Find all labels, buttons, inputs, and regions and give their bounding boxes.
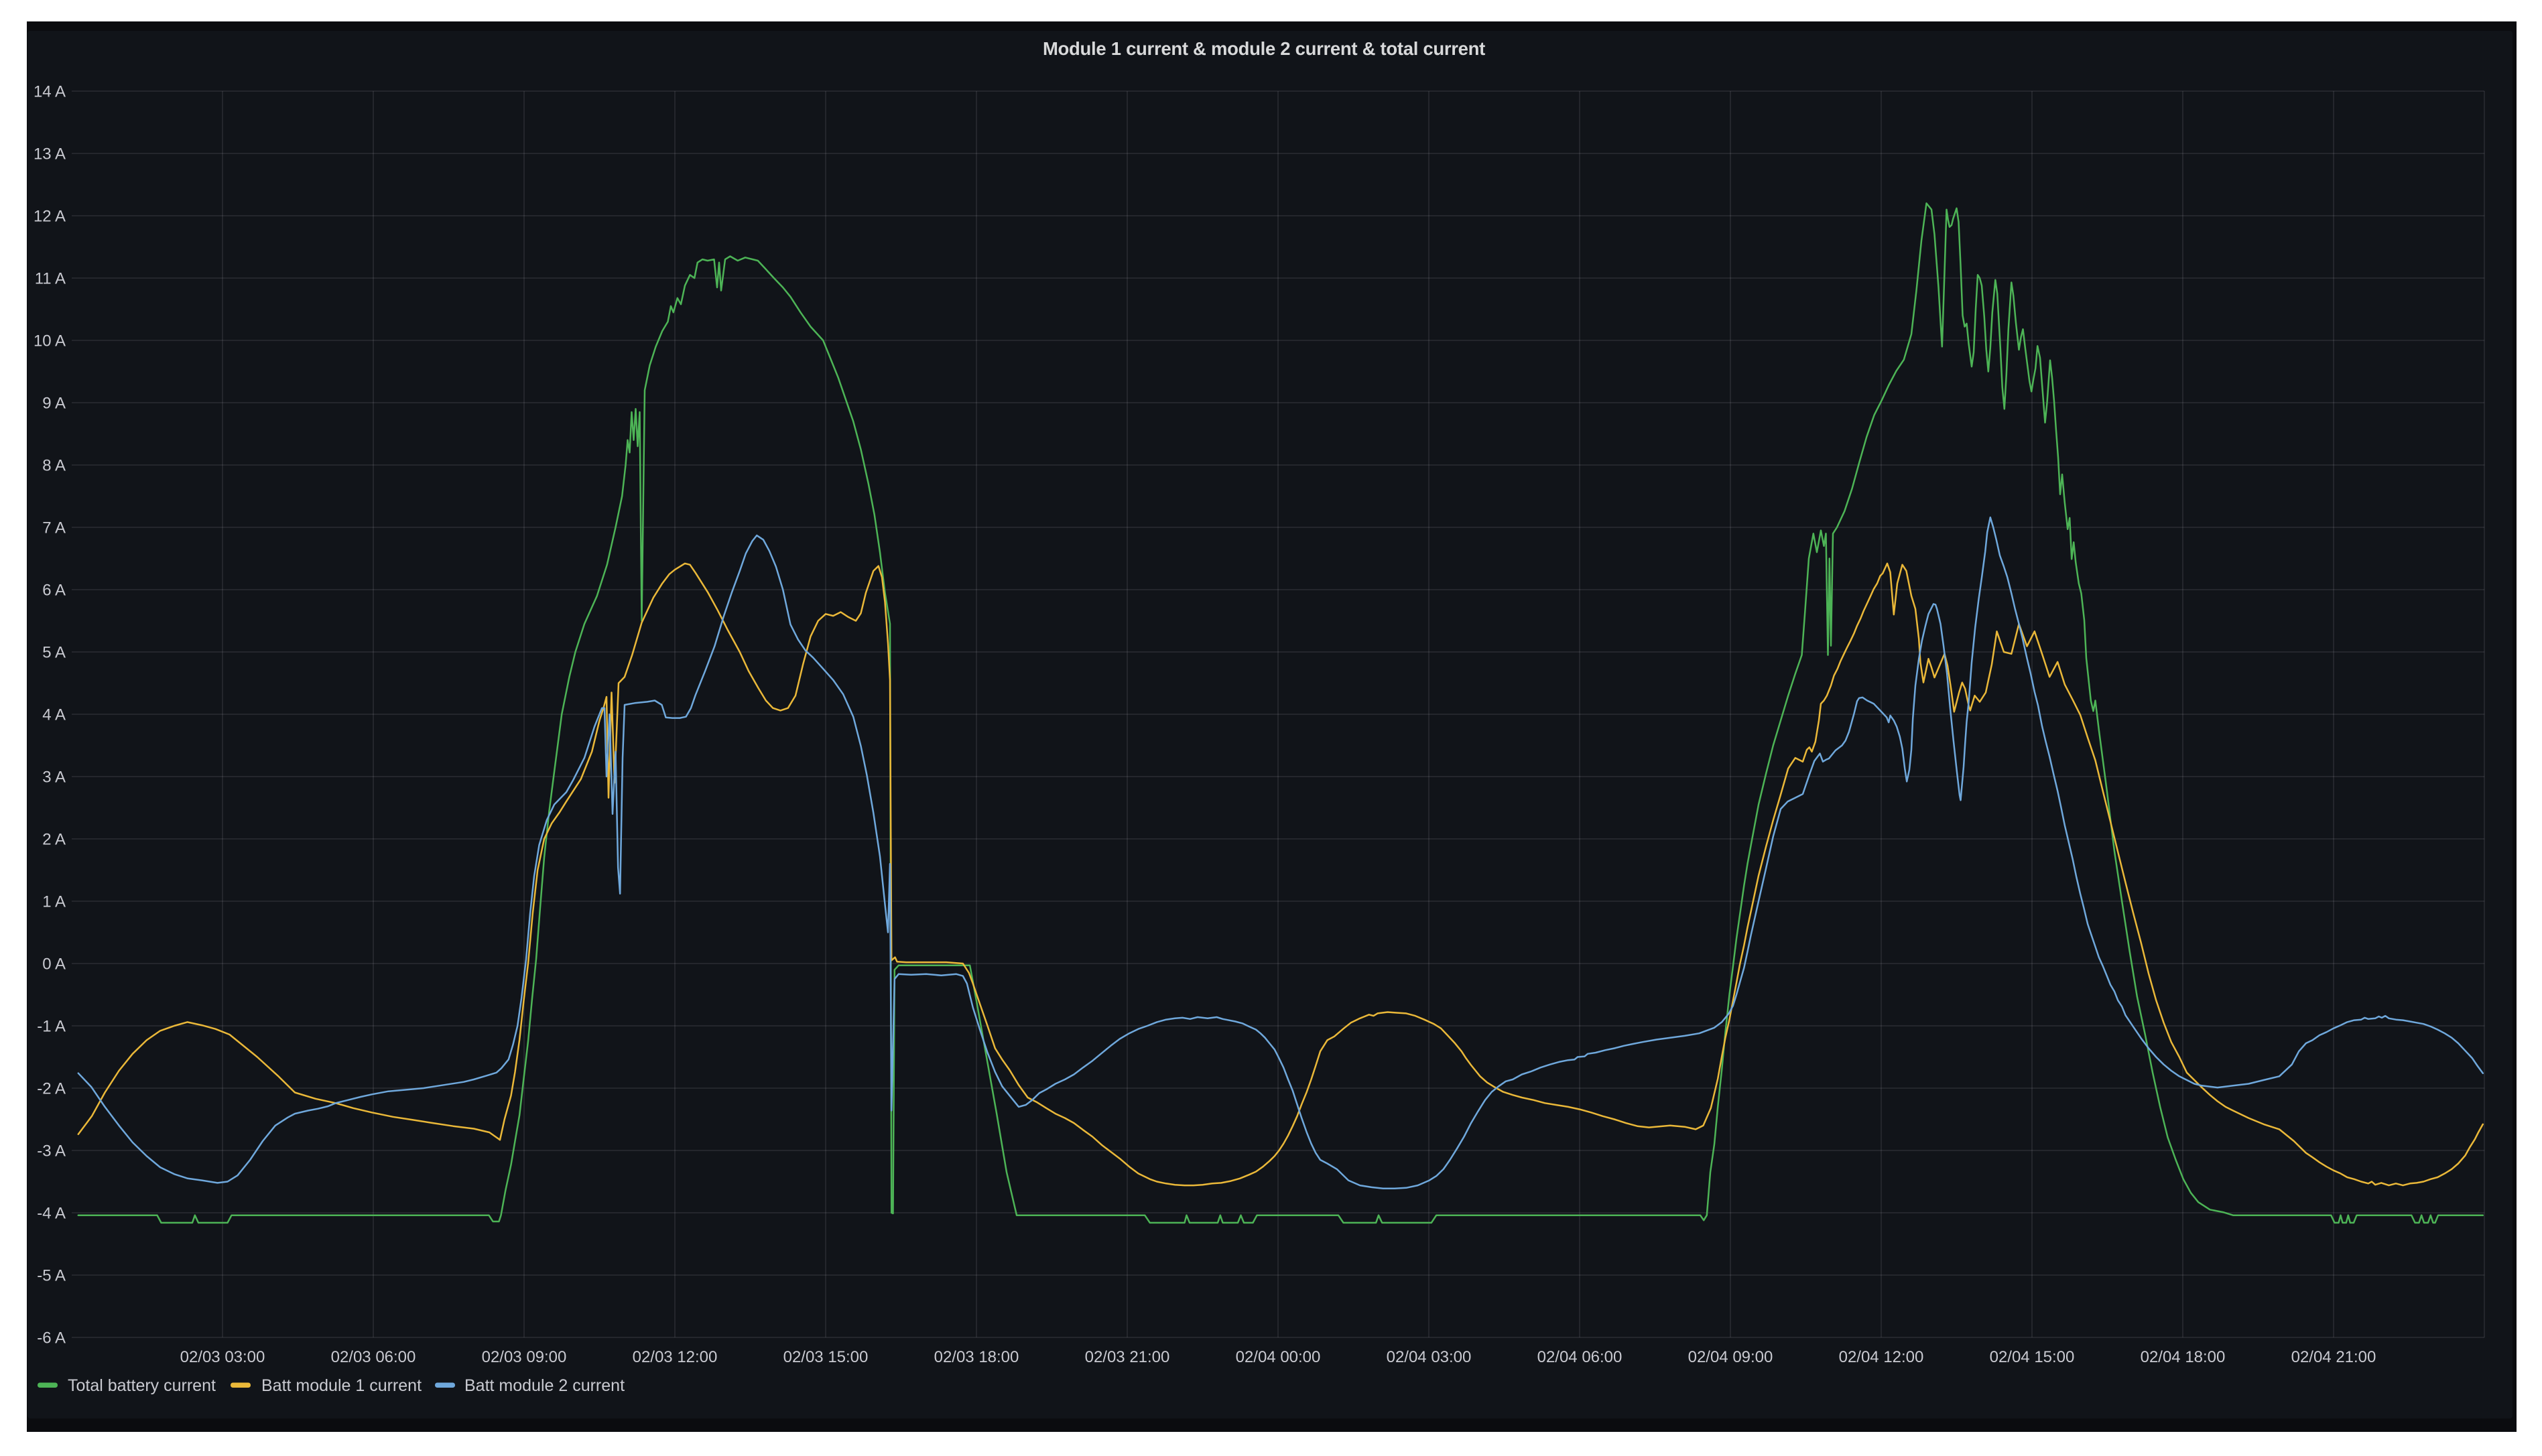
svg-text:02/03 15:00: 02/03 15:00 [783,1348,869,1366]
svg-text:02/03 09:00: 02/03 09:00 [482,1348,567,1366]
svg-text:12 A: 12 A [34,208,66,226]
svg-text:-3 A: -3 A [37,1142,66,1161]
svg-text:5 A: 5 A [42,644,66,662]
svg-text:02/04 09:00: 02/04 09:00 [1688,1348,1773,1366]
svg-text:3 A: 3 A [42,769,66,787]
svg-text:02/03 21:00: 02/03 21:00 [1085,1348,1170,1366]
svg-text:02/03 03:00: 02/03 03:00 [180,1348,265,1366]
svg-text:Module 1 current & module 2 cu: Module 1 current & module 2 current & to… [1043,38,1485,59]
svg-text:Batt module 2 current: Batt module 2 current [464,1376,625,1395]
svg-text:02/04 00:00: 02/04 00:00 [1236,1348,1321,1366]
svg-text:02/03 18:00: 02/03 18:00 [934,1348,1019,1366]
svg-text:02/04 15:00: 02/04 15:00 [1990,1348,2075,1366]
svg-text:9 A: 9 A [42,395,66,413]
svg-text:-4 A: -4 A [37,1205,66,1223]
svg-text:7 A: 7 A [42,519,66,537]
svg-text:1 A: 1 A [42,893,66,911]
svg-text:Batt module 1 current: Batt module 1 current [261,1376,422,1395]
svg-text:6 A: 6 A [42,582,66,600]
svg-text:-1 A: -1 A [37,1018,66,1036]
svg-text:-5 A: -5 A [37,1267,66,1285]
svg-text:0 A: 0 A [42,955,66,974]
svg-text:Total battery current: Total battery current [68,1376,216,1395]
svg-text:02/04 18:00: 02/04 18:00 [2141,1348,2226,1366]
svg-text:-6 A: -6 A [37,1329,66,1347]
svg-text:8 A: 8 A [42,457,66,475]
svg-text:02/04 12:00: 02/04 12:00 [1839,1348,1924,1366]
svg-text:10 A: 10 A [34,332,66,350]
svg-text:02/04 06:00: 02/04 06:00 [1537,1348,1623,1366]
svg-text:02/04 03:00: 02/04 03:00 [1387,1348,1472,1366]
svg-text:02/03 06:00: 02/03 06:00 [331,1348,416,1366]
svg-text:02/04 21:00: 02/04 21:00 [2291,1348,2376,1366]
svg-text:-2 A: -2 A [37,1080,66,1098]
svg-text:02/03 12:00: 02/03 12:00 [633,1348,718,1366]
svg-text:13 A: 13 A [34,145,66,163]
svg-text:4 A: 4 A [42,706,66,724]
svg-text:2 A: 2 A [42,831,66,849]
svg-text:11 A: 11 A [35,270,66,288]
svg-text:14 A: 14 A [34,83,66,101]
